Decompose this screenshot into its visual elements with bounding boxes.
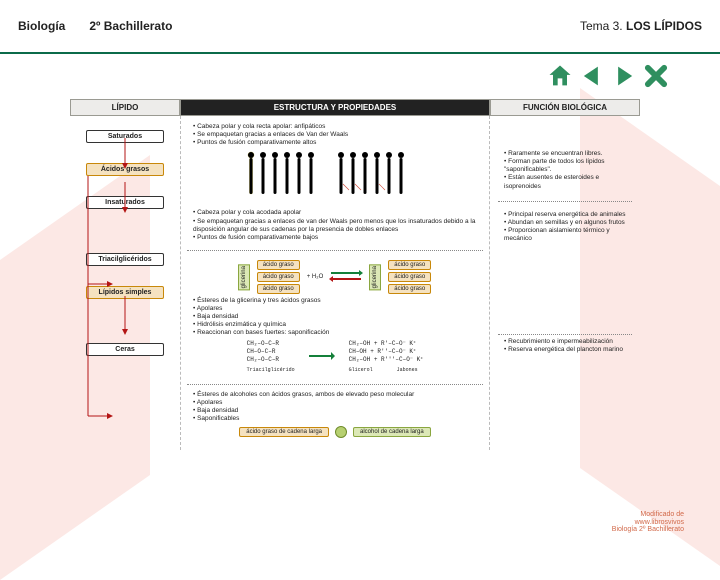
wax-scheme: ácido graso de cadena larga alcohol de c… [187,426,483,438]
node-acidos-grasos: Ácidos grasos [86,163,164,176]
node-simples: Lípidos simples [86,286,164,299]
func-ag2: Forman parte de todos los lípidos "sapon… [504,158,632,174]
node-saturados: Saturados [86,130,164,143]
func-ag3: Están ausentes de esteroides e isoprenoi… [504,174,632,190]
credit-l1: Modificado de [612,511,684,519]
lab1: Triacilglicérido [247,367,295,374]
tag-glicerina-v2: glicerina [369,264,381,290]
row-saturados: Cabeza polar y cola recta apolar: anfipá… [187,120,483,206]
topic-prefix: Tema 3. [580,19,626,33]
tag-ag-2: ácido graso [257,272,300,282]
credit-text: Modificado de www.librosvivos Biología 2… [612,511,684,534]
func-tri3: Proporcionan aislamiento térmico y mecán… [504,227,632,243]
func-cer2: Reserva energética del plancton marino [504,346,632,354]
ins-b3: Puntos de fusión comparativamente bajos [193,234,483,242]
node-insaturados: Insaturados [86,196,164,209]
func-tri1: Principal reserva energética de animales [504,211,632,219]
wax-acid: ácido graso de cadena larga [239,427,329,437]
tag-glicerina-v: glicerina [238,264,250,290]
header-subject: Biología [18,19,65,33]
reaction-arrows-icon [329,267,363,287]
ins-b1: Cabeza polar y cola acodada apolar [193,209,483,217]
cer-b2: Apolares [193,399,483,407]
chem-m2: CH–OH + R''–C–O⁻ K⁺ [349,348,424,356]
topic-title: LOS LÍPIDOS [626,19,702,33]
next-icon[interactable] [610,62,638,95]
node-triacil: Triacilglicéridos [86,253,164,266]
nav-controls [0,54,720,99]
tri-b3: Baja densidad [193,313,483,321]
credit-l2: www.librosvivos [612,519,684,527]
tag-ag-4: ácido graso [388,260,431,270]
chem-m3: CH₂–OH + R'''–C–O⁻ K⁺ [349,356,424,364]
tri-b1: Ésteres de la glicerina y tres ácidos gr… [193,297,483,305]
cer-b4: Saponificables [193,415,483,423]
plus-h2o: + H₂O [307,274,324,280]
func-cer1: Recubrimiento e impermeabilización [504,338,632,346]
func-tri2: Abundan en semillas y en algunos frutos [504,219,632,227]
saponification-scheme: CH₂–O–C–R CH–O–C–R CH₂–O–C–R Triacilglic… [187,340,483,374]
credit-l3: Biología 2º Bachillerato [612,526,684,534]
home-icon[interactable] [546,62,574,95]
sat-b3: Puntos de fusión comparativamente altos [193,139,483,147]
col-head-funcion: FUNCIÓN BIOLÓGICA [490,99,640,116]
chem2: CH–O–C–R [247,348,295,356]
sat-b1: Cabeza polar y cola recta apolar: anfipá… [193,123,483,131]
header-level: 2º Bachillerato [89,19,172,33]
tri-b2: Apolares [193,305,483,313]
tag-ag-3: ácido graso [257,284,300,294]
function-column: Raramente se encuentran libres. Forman p… [490,116,640,450]
chem3: CH₂–O–C–R [247,356,295,364]
header-bar: Biología 2º Bachillerato Tema 3. LOS LÍP… [0,0,720,54]
row-insaturados: Cabeza polar y cola acodada apolar Se em… [187,206,483,247]
row-ceras: Ésteres de alcoholes con ácidos grasos, … [187,388,483,447]
cer-b1: Ésteres de alcoholes con ácidos grasos, … [193,391,483,399]
wax-ester-dot-icon [335,426,347,438]
arrow-right-icon [309,351,335,363]
wax-alcohol: alcohol de cadena larga [353,427,431,437]
tri-b5: Reaccionan con bases fuertes: saponifica… [193,329,483,337]
ins-b2: Se empaquetan gracias a enlaces de van d… [193,218,483,234]
cer-b3: Baja densidad [193,407,483,415]
chem1: CH₂–O–C–R [247,340,295,348]
prev-icon[interactable] [578,62,606,95]
lipid-tree: Saturados Ácidos grasos Insaturados Tria… [70,116,180,450]
col-head-estructura: ESTRUCTURA Y PROPIEDADES [180,99,490,116]
close-icon[interactable] [642,62,670,95]
tag-ag-1: ácido graso [257,260,300,270]
tri-b4: Hidrólisis enzimática y química [193,321,483,329]
lab2: Glicerol [349,367,373,374]
structure-column: Cabeza polar y cola recta apolar: anfipá… [180,116,490,450]
func-ag1: Raramente se encuentran libres. [504,150,632,158]
content-grid: LÍPIDO ESTRUCTURA Y PROPIEDADES FUNCIÓN … [70,99,650,450]
tag-ag-5: ácido graso [388,272,431,282]
chem-m1: CH₂–OH + R'–C–O⁻ K⁺ [349,340,424,348]
lab3: Jabones [397,367,418,374]
col-head-lipido: LÍPIDO [70,99,180,116]
illus-saturated [187,150,483,198]
row-triacil: glicerina ácido graso ácido graso ácido … [187,254,483,381]
node-ceras: Ceras [86,343,164,356]
header-topic: Tema 3. LOS LÍPIDOS [580,19,702,33]
tag-ag-6: ácido graso [388,284,431,294]
sat-b2: Se empaquetan gracias a enlaces de Van d… [193,131,483,139]
